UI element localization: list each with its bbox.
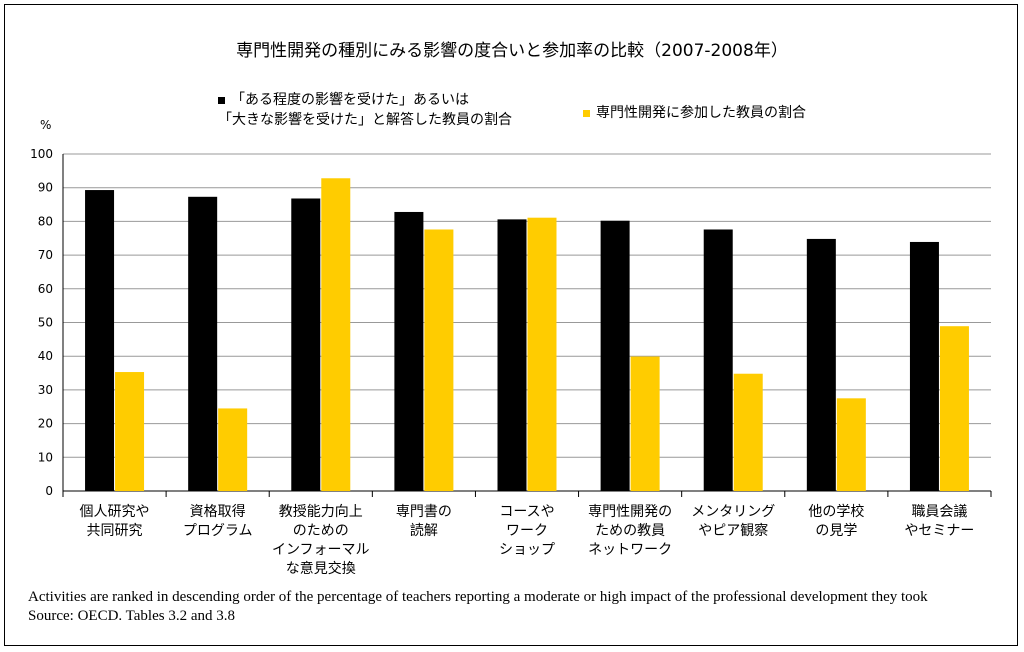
x-category-label: 教授能力向上 のための インフォーマル な意見交換 [271, 504, 370, 577]
legend-swatch-participation [583, 109, 590, 117]
bar-participation [527, 217, 557, 491]
bar-participation [630, 356, 660, 491]
note-ranking: Activities are ranked in descending orde… [28, 589, 928, 605]
x-category-label: 個人研究や 共同研究 [79, 504, 150, 539]
y-tick-label: 40 [38, 349, 53, 363]
chart-note: Activities are ranked in descending orde… [28, 588, 928, 626]
chart-title: 専門性開発の種別にみる影響の度合いと参加率の比較（2007-2008年） [236, 41, 788, 61]
bar-participation [218, 408, 248, 491]
bar-impact [600, 220, 630, 491]
bar-impact [85, 190, 115, 491]
x-category-label: 資格取得 プログラム [182, 504, 253, 539]
bar-participation [939, 326, 969, 491]
bar-impact [497, 219, 527, 492]
x-category-label: 専門書の 読解 [395, 504, 452, 539]
bar-participation [115, 372, 145, 491]
bar-participation [424, 229, 454, 491]
bar-impact [291, 198, 321, 491]
y-tick-label: 80 [38, 214, 53, 228]
y-tick-label: 70 [38, 248, 53, 262]
bar-impact [394, 211, 424, 492]
bar-participation [836, 398, 866, 491]
y-tick-label: 10 [38, 450, 53, 464]
y-tick-label: 50 [38, 316, 53, 330]
legend-label-impact-line2: 「大きな影響を受けた」と解答した教員の割合 [218, 112, 512, 128]
x-category-label: コースや ワーク ショップ [499, 504, 555, 558]
y-tick-label: 60 [38, 282, 53, 296]
legend-label-impact-line1: 「ある程度の影響を受けた」あるいは [231, 92, 469, 108]
legend-participation: 専門性開発に参加した教員の割合 [583, 103, 806, 123]
y-tick-label: 90 [38, 181, 53, 195]
legend-impact: 「ある程度の影響を受けた」あるいは 「大きな影響を受けた」と解答した教員の割合 [218, 90, 512, 130]
x-category-label: 他の学校 の見学 [808, 504, 865, 539]
bar-impact [188, 196, 218, 491]
bar-participation [321, 178, 351, 491]
bar-impact [806, 238, 836, 491]
y-tick-label: 100 [30, 147, 53, 161]
x-category-label: 職員会議 やセミナー [904, 504, 975, 539]
y-tick-label: 20 [38, 417, 53, 431]
x-category-label: 専門性開発の ための教員 ネットワーク [588, 504, 673, 558]
legend-swatch-impact [218, 96, 225, 104]
bar-impact [703, 229, 733, 491]
y-tick-label: 0 [45, 484, 53, 498]
legend-label-participation: 専門性開発に参加した教員の割合 [596, 105, 806, 121]
chart-frame [4, 4, 1018, 646]
bar-impact [909, 241, 939, 491]
y-axis-unit: % [40, 118, 52, 132]
bar-participation [733, 373, 763, 491]
note-source: Source: OECD. Tables 3.2 and 3.8 [28, 608, 235, 624]
y-tick-label: 30 [38, 383, 53, 397]
x-category-label: メンタリング やピア観察 [691, 504, 776, 539]
